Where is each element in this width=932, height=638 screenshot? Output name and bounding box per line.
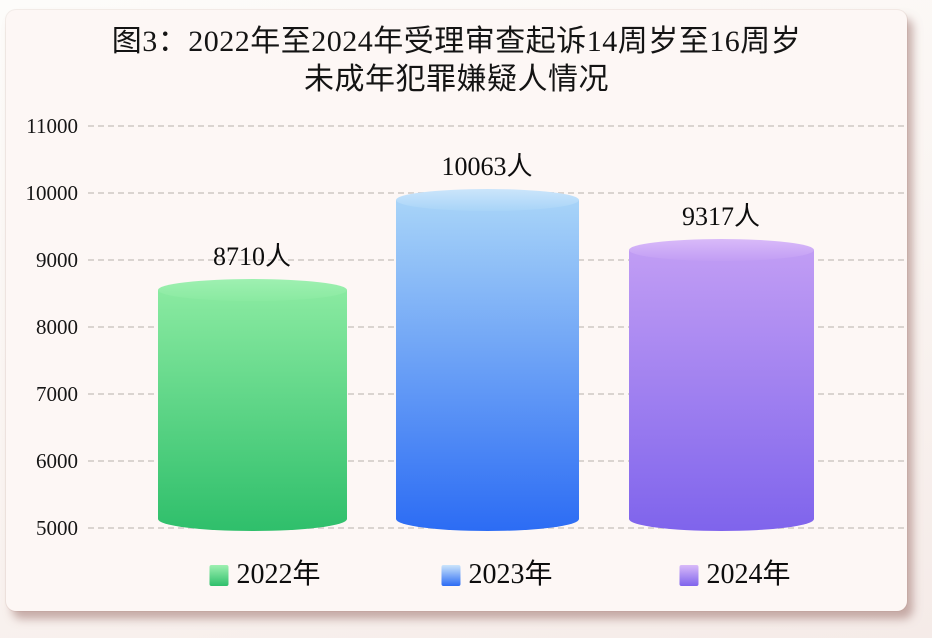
bar-body bbox=[628, 249, 814, 531]
chart-title-line1: 图3：2022年至2024年受理审查起诉14周岁至16周岁 bbox=[111, 25, 802, 58]
y-axis-tick-label: 11000 bbox=[26, 114, 78, 138]
y-axis-tick-label: 10000 bbox=[25, 181, 79, 205]
legend-item-2023年: 2023年 bbox=[441, 558, 553, 592]
bar-cylinder-2023年 bbox=[395, 188, 579, 531]
legend-label: 2023年 bbox=[468, 559, 553, 590]
y-axis-tick-label: 6000 bbox=[36, 449, 78, 473]
bar-value-label: 10063人 bbox=[441, 151, 533, 181]
y-axis-tick-label: 8000 bbox=[36, 315, 78, 339]
legend-label: 2024年 bbox=[706, 559, 791, 590]
bar-top-ellipse bbox=[628, 238, 814, 261]
y-axis-tick-label: 9000 bbox=[36, 248, 78, 272]
legend-swatch-icon bbox=[441, 564, 461, 586]
legend-label: 2022年 bbox=[236, 559, 321, 590]
bar-top-ellipse bbox=[157, 279, 347, 302]
bar-cylinder-2024年 bbox=[628, 238, 814, 531]
legend-swatch-icon bbox=[209, 564, 229, 586]
legend-item-2022年: 2022年 bbox=[209, 558, 321, 592]
bar-body bbox=[157, 290, 347, 531]
legend-item-2024年: 2024年 bbox=[679, 558, 791, 592]
legend-swatch-icon bbox=[679, 564, 699, 586]
bar-value-label: 8710人 bbox=[212, 242, 291, 272]
y-axis-tick-label: 5000 bbox=[36, 516, 78, 540]
chart-title-line2: 未成年犯罪嫌疑人情况 bbox=[304, 63, 609, 96]
plot-area: 5000 6000 7000 8000 9000 10000 11000 8710人 10063… bbox=[6, 10, 907, 611]
bar-body bbox=[395, 199, 579, 531]
chart-title: 图3：2022年至2024年受理审查起诉14周岁至16周岁 未成年犯罪嫌疑人情况 bbox=[6, 23, 907, 99]
bar-cylinder-2022年 bbox=[157, 279, 347, 531]
bar-value-label: 9317人 bbox=[681, 201, 760, 231]
y-axis-tick-label: 7000 bbox=[36, 382, 78, 406]
chart-card: 图3：2022年至2024年受理审查起诉14周岁至16周岁 未成年犯罪嫌疑人情况… bbox=[6, 10, 907, 611]
gridline-11000 bbox=[88, 125, 905, 127]
bar-top-ellipse bbox=[395, 188, 579, 211]
